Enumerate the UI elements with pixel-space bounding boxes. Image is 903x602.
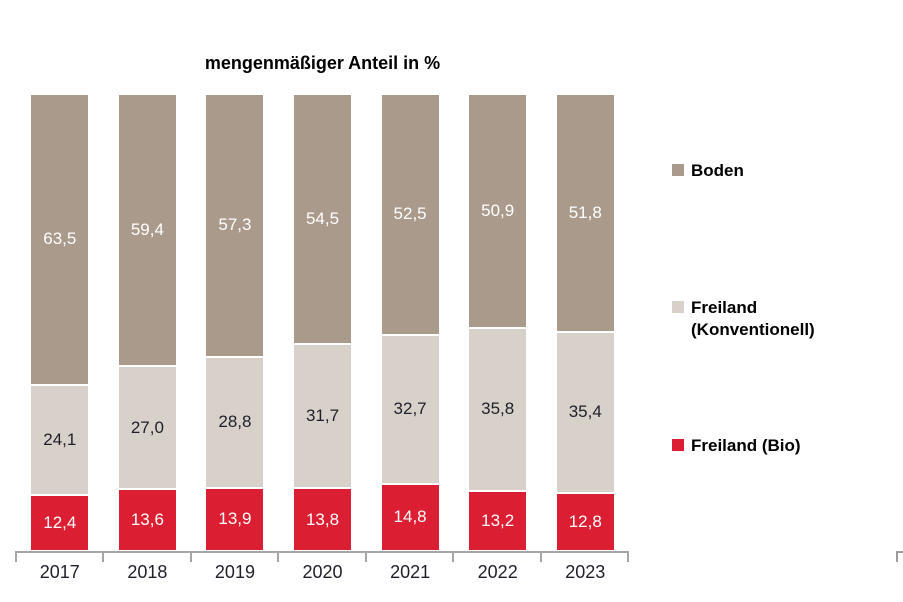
x-axis-label-2017: 2017 bbox=[39, 562, 80, 582]
segment-2020-freiland-bio: 13,8 bbox=[294, 487, 352, 550]
stacked-bar-2023: 51,8 35,4 12,8 bbox=[556, 95, 614, 550]
legend-label: Freiland (Konventionell) bbox=[691, 298, 815, 340]
segment-2019-freiland-bio: 13,9 bbox=[206, 486, 264, 550]
bar-slot-2020: 54,5 31,7 13,8 bbox=[279, 95, 367, 550]
x-axis-label-2023: 2023 bbox=[565, 562, 606, 582]
segment-value-label: 51,8 bbox=[568, 202, 602, 222]
segment-value-label: 50,9 bbox=[481, 200, 515, 220]
segment-value-label: 13,8 bbox=[305, 509, 340, 529]
x-axis-label-2021: 2021 bbox=[390, 562, 431, 582]
segment-value-label: 13,2 bbox=[481, 510, 515, 530]
segment-2022-freiland-bio: 13,2 bbox=[469, 489, 527, 550]
x-axis-tick bbox=[15, 551, 17, 562]
x-axis-tick bbox=[539, 551, 542, 562]
segment-2021-boden: 52,5 bbox=[381, 95, 439, 334]
legend-swatch-icon bbox=[672, 301, 684, 313]
segment-value-label: 12,4 bbox=[43, 512, 77, 532]
segment-value-label: 35,4 bbox=[568, 402, 602, 422]
x-axis-tick bbox=[627, 551, 629, 562]
segment-2017-freiland-bio: 12,4 bbox=[31, 493, 89, 550]
chart-title: mengenmäßiger Anteil in % bbox=[204, 53, 441, 73]
segment-value-label: 28,8 bbox=[218, 412, 252, 432]
x-axis-label-2020: 2020 bbox=[302, 562, 343, 582]
segment-2019-boden: 57,3 bbox=[206, 95, 264, 356]
x-axis-label-2019: 2019 bbox=[214, 562, 255, 582]
legend-item-boden: Boden bbox=[672, 160, 744, 182]
segment-value-label: 54,5 bbox=[305, 208, 340, 228]
x-axis-tick bbox=[102, 551, 105, 562]
segment-value-label: 52,5 bbox=[393, 204, 427, 224]
segment-value-label: 57,3 bbox=[218, 215, 252, 235]
bar-slot-2022: 50,9 35,8 13,2 bbox=[454, 95, 542, 550]
segment-2017-boden: 63,5 bbox=[31, 95, 89, 384]
stacked-bar-plot: 63,5 24,1 12,4 59,4 27,0 13,6 57,3 28,8 13,9 54,5… bbox=[16, 95, 629, 550]
segment-value-label: 35,8 bbox=[481, 399, 515, 419]
segment-value-label: 59,4 bbox=[130, 220, 164, 240]
legend-item-freiland-bio: Freiland (Bio) bbox=[672, 435, 801, 457]
bar-slot-2017: 63,5 24,1 12,4 bbox=[16, 95, 104, 550]
segment-2022-boden: 50,9 bbox=[469, 95, 527, 327]
stacked-bar-2021: 52,5 32,7 14,8 bbox=[381, 95, 439, 550]
x-axis-tick bbox=[189, 551, 192, 562]
x-axis-label-2022: 2022 bbox=[477, 562, 518, 582]
cropped-axis-fragment-vertical bbox=[896, 551, 898, 562]
stacked-bar-2017: 63,5 24,1 12,4 bbox=[31, 95, 89, 550]
cropped-axis-fragment-horizontal bbox=[896, 551, 903, 553]
segment-2020-freiland-konventionell: 31,7 bbox=[294, 342, 352, 488]
segment-2023-boden: 51,8 bbox=[556, 95, 614, 331]
legend-label: Freiland (Bio) bbox=[691, 436, 801, 455]
x-axis-line bbox=[15, 551, 629, 553]
x-axis-tick bbox=[452, 551, 455, 562]
segment-2022-freiland-konventionell: 35,8 bbox=[469, 326, 527, 490]
segment-value-label: 13,6 bbox=[130, 510, 164, 530]
stacked-bar-2019: 57,3 28,8 13,9 bbox=[206, 95, 264, 550]
bar-slot-2023: 51,8 35,4 12,8 bbox=[541, 95, 629, 550]
segment-value-label: 63,5 bbox=[43, 229, 77, 249]
segment-2018-boden: 59,4 bbox=[118, 95, 176, 366]
segment-2020-boden: 54,5 bbox=[294, 95, 352, 343]
legend-item-freiland-konventionell: Freiland (Konventionell) bbox=[672, 297, 815, 342]
legend-swatch-icon bbox=[672, 164, 684, 176]
x-axis-labels: 2017 2018 2019 2020 2021 2022 2023 bbox=[16, 562, 629, 583]
stacked-bar-2022: 50,9 35,8 13,2 bbox=[469, 95, 527, 550]
segment-value-label: 14,8 bbox=[393, 507, 427, 527]
stacked-bar-2018: 59,4 27,0 13,6 bbox=[118, 95, 176, 550]
x-axis-tick bbox=[277, 551, 280, 562]
segment-2021-freiland-konventionell: 32,7 bbox=[381, 333, 439, 483]
bar-slot-2019: 57,3 28,8 13,9 bbox=[191, 95, 279, 550]
segment-value-label: 27,0 bbox=[130, 417, 164, 437]
x-axis-tick bbox=[364, 551, 367, 562]
segment-2017-freiland-konventionell: 24,1 bbox=[31, 383, 89, 494]
segment-2018-freiland-bio: 13,6 bbox=[118, 488, 176, 550]
legend-swatch-icon bbox=[672, 439, 684, 451]
x-axis-label-2018: 2018 bbox=[127, 562, 168, 582]
bar-slot-2021: 52,5 32,7 14,8 bbox=[366, 95, 454, 550]
segment-value-label: 12,8 bbox=[568, 511, 602, 531]
segment-2023-freiland-bio: 12,8 bbox=[556, 491, 614, 550]
segment-value-label: 32,7 bbox=[393, 399, 427, 419]
segment-2023-freiland-konventionell: 35,4 bbox=[556, 330, 614, 492]
legend-label: Boden bbox=[691, 161, 744, 180]
stacked-bar-2020: 54,5 31,7 13,8 bbox=[294, 95, 352, 550]
segment-value-label: 24,1 bbox=[43, 429, 77, 449]
segment-value-label: 31,7 bbox=[305, 406, 340, 426]
segment-2019-freiland-konventionell: 28,8 bbox=[206, 355, 264, 487]
bar-slot-2018: 59,4 27,0 13,6 bbox=[104, 95, 192, 550]
segment-value-label: 13,9 bbox=[218, 509, 252, 529]
segment-2018-freiland-konventionell: 27,0 bbox=[118, 365, 176, 489]
segment-2021-freiland-bio: 14,8 bbox=[381, 482, 439, 550]
